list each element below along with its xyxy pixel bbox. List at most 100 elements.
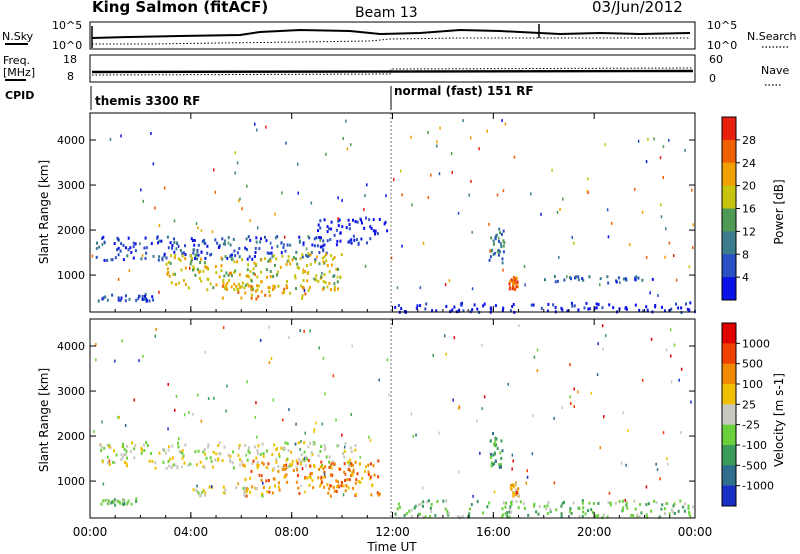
velocity-cell bbox=[309, 472, 312, 476]
velocity-cell bbox=[343, 449, 346, 453]
power-scatter-cell bbox=[436, 140, 438, 144]
velocity-cell bbox=[247, 446, 250, 450]
power-cell bbox=[275, 257, 278, 261]
power-scatter-cell bbox=[692, 223, 694, 227]
velocity-scatter-cell bbox=[344, 472, 347, 476]
velocity-cell bbox=[493, 452, 496, 456]
velocity-cell bbox=[167, 459, 170, 463]
power-cell bbox=[575, 275, 577, 279]
power-scatter-cell bbox=[101, 243, 104, 246]
power-scatter-cell bbox=[305, 247, 308, 251]
velocity-ytick-label: 1000 bbox=[57, 475, 85, 488]
power-cell bbox=[246, 257, 249, 261]
velocity-cell bbox=[354, 460, 357, 464]
power-cell bbox=[246, 268, 249, 272]
velocity-cell bbox=[320, 475, 323, 479]
power-cell bbox=[295, 250, 298, 254]
velocity-scatter-cell bbox=[315, 421, 317, 425]
velocity-cell bbox=[180, 450, 182, 454]
power-cell bbox=[304, 270, 307, 273]
power-cell bbox=[204, 242, 207, 245]
power-cell bbox=[300, 284, 303, 288]
power-cell bbox=[173, 237, 175, 241]
power-colorbar-swatch bbox=[722, 185, 736, 209]
velocity-cell bbox=[122, 502, 125, 506]
power-cell bbox=[102, 296, 105, 300]
power-cell bbox=[192, 251, 195, 255]
velocity-cell bbox=[597, 514, 600, 518]
velocity-cell bbox=[692, 505, 694, 509]
power-cell bbox=[223, 274, 226, 278]
velocity-cell bbox=[260, 478, 263, 482]
velocity-cell bbox=[337, 484, 340, 488]
power-cell bbox=[235, 284, 238, 288]
power-cell bbox=[286, 280, 288, 283]
power-cell bbox=[111, 258, 114, 262]
freq-unit: [MHz] bbox=[3, 66, 35, 79]
velocity-cell bbox=[625, 503, 628, 507]
power-cell bbox=[322, 249, 325, 253]
power-cell bbox=[435, 309, 438, 313]
velocity-cell bbox=[278, 454, 281, 458]
power-cell bbox=[253, 255, 256, 258]
x-tick-label: 04:00 bbox=[174, 525, 209, 539]
velocity-cell bbox=[470, 503, 473, 506]
velocity-scatter-cell bbox=[656, 468, 659, 472]
velocity-cell bbox=[422, 500, 425, 504]
velocity-scatter-cell bbox=[121, 339, 123, 343]
power-cell bbox=[540, 306, 543, 310]
velocity-cell bbox=[277, 469, 280, 473]
velocity-scatter-cell bbox=[200, 419, 203, 423]
power-cell bbox=[318, 251, 321, 254]
power-cell bbox=[257, 295, 260, 298]
power-cell bbox=[654, 304, 657, 307]
power-cell bbox=[383, 222, 386, 226]
velocity-cell bbox=[104, 498, 107, 502]
velocity-cell bbox=[168, 464, 171, 468]
velocity-cell bbox=[537, 512, 540, 516]
velocity-cell bbox=[311, 452, 314, 456]
velocity-cell bbox=[429, 506, 432, 510]
velocity-cell bbox=[246, 458, 249, 462]
power-cell bbox=[264, 235, 266, 239]
velocity-scatter-cell bbox=[124, 424, 127, 427]
velocity-cell bbox=[335, 485, 338, 489]
velocity-cell bbox=[324, 465, 327, 469]
velocity-cell bbox=[369, 477, 372, 481]
velocity-scatter-cell bbox=[174, 408, 176, 412]
velocity-cell bbox=[172, 463, 175, 467]
power-cell bbox=[161, 258, 164, 262]
power-cell bbox=[128, 297, 131, 301]
power-cell bbox=[651, 277, 654, 281]
power-cell bbox=[247, 235, 250, 239]
power-cell bbox=[571, 304, 574, 308]
velocity-scatter-cell bbox=[299, 329, 301, 332]
velocity-scatter-cell bbox=[101, 420, 103, 424]
power-cell bbox=[176, 241, 178, 245]
velocity-cell bbox=[346, 478, 349, 481]
power-scatter-cell bbox=[489, 249, 491, 253]
power-scatter-cell bbox=[478, 147, 480, 151]
velocity-cell bbox=[261, 442, 264, 446]
power-cell bbox=[320, 236, 322, 240]
power-cell bbox=[516, 285, 519, 289]
power-scatter-cell bbox=[634, 187, 636, 191]
velocity-cell bbox=[447, 513, 450, 517]
power-scatter-cell bbox=[462, 119, 464, 123]
power-cell bbox=[276, 270, 279, 274]
velocity-cell bbox=[112, 500, 115, 504]
velocity-cell bbox=[377, 459, 380, 463]
velocity-cell bbox=[214, 458, 217, 462]
velocity-cell bbox=[349, 458, 352, 462]
velocity-cell bbox=[396, 507, 399, 511]
velocity-cell bbox=[333, 489, 336, 493]
power-scatter-cell bbox=[675, 278, 678, 282]
power-cell bbox=[323, 273, 326, 277]
power-cell bbox=[206, 251, 209, 255]
power-cell bbox=[512, 282, 515, 286]
velocity-cell bbox=[283, 467, 286, 471]
velocity-cell bbox=[582, 506, 585, 510]
velocity-scatter-cell bbox=[620, 461, 623, 465]
velocity-cell bbox=[546, 504, 549, 508]
power-cell bbox=[203, 238, 206, 242]
